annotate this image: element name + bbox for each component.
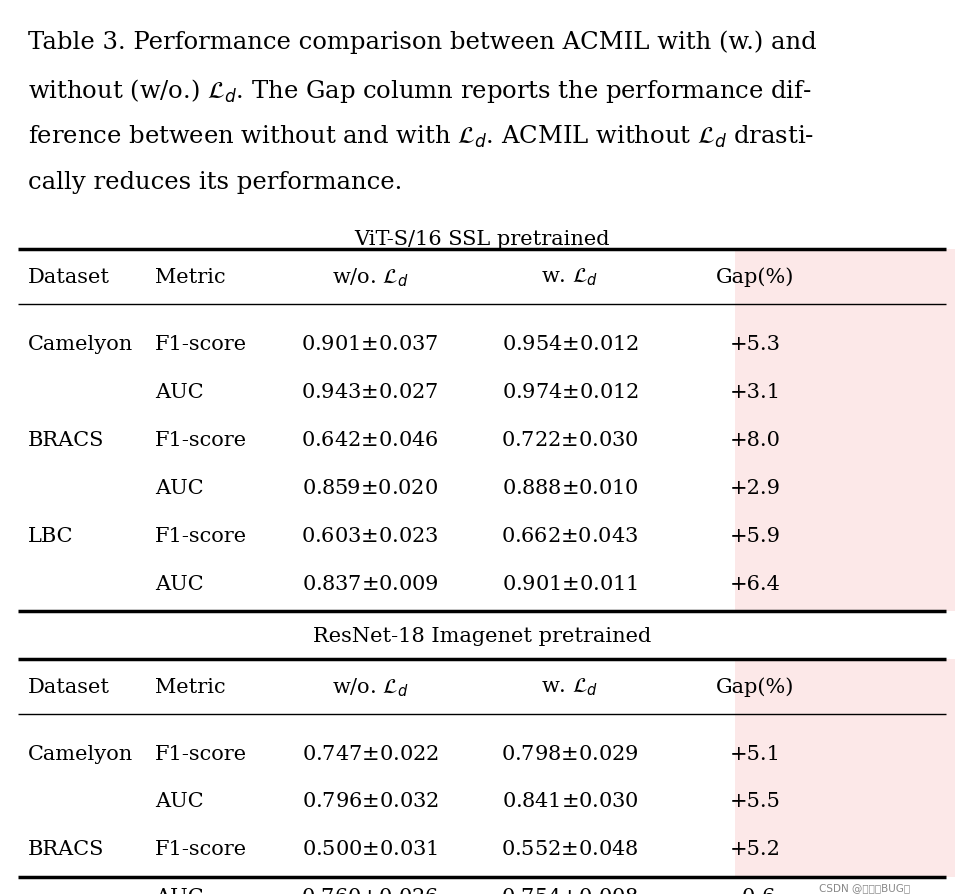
Text: F1-score: F1-score: [155, 744, 247, 763]
Text: AUC: AUC: [155, 574, 203, 593]
Text: +5.1: +5.1: [730, 744, 781, 763]
Text: 0.841$\pm$0.030: 0.841$\pm$0.030: [501, 791, 638, 811]
Bar: [735, 305, 955, 611]
Text: Metric: Metric: [155, 267, 226, 287]
Text: 0.901$\pm$0.037: 0.901$\pm$0.037: [302, 334, 439, 353]
Text: ResNet-18 Imagenet pretrained: ResNet-18 Imagenet pretrained: [313, 626, 651, 645]
Text: AUC: AUC: [155, 791, 203, 811]
Text: CSDN @还在写BUG呢: CSDN @还在写BUG呢: [818, 882, 910, 892]
Text: 0.798$\pm$0.029: 0.798$\pm$0.029: [501, 744, 638, 763]
Text: 0.859$\pm$0.020: 0.859$\pm$0.020: [302, 478, 438, 497]
Text: +5.3: +5.3: [730, 334, 781, 353]
Text: 0.888$\pm$0.010: 0.888$\pm$0.010: [501, 478, 638, 497]
Text: ference between without and with $\mathcal{L}_d$. ACMIL without $\mathcal{L}_d$ : ference between without and with $\mathc…: [28, 124, 815, 150]
Text: Camelyon: Camelyon: [28, 334, 133, 353]
Text: 0.662$\pm$0.043: 0.662$\pm$0.043: [501, 526, 638, 544]
Text: +8.0: +8.0: [730, 430, 781, 449]
Text: 0.500$\pm$0.031: 0.500$\pm$0.031: [302, 839, 438, 858]
Text: 0.974$\pm$0.012: 0.974$\pm$0.012: [501, 382, 638, 401]
Text: 0.754$\pm$0.008: 0.754$\pm$0.008: [501, 888, 639, 894]
Text: F1-score: F1-score: [155, 526, 247, 544]
Bar: [735, 714, 955, 877]
Text: AUC: AUC: [155, 382, 203, 401]
Text: +5.2: +5.2: [730, 839, 781, 858]
Text: 0.747$\pm$0.022: 0.747$\pm$0.022: [302, 744, 439, 763]
Text: 0.642$\pm$0.046: 0.642$\pm$0.046: [301, 430, 439, 449]
Bar: [735, 659, 955, 714]
Text: Gap(%): Gap(%): [716, 677, 794, 696]
Text: +2.9: +2.9: [730, 478, 781, 497]
Text: 0.943$\pm$0.027: 0.943$\pm$0.027: [302, 382, 439, 401]
Text: AUC: AUC: [155, 888, 203, 894]
Text: 0.603$\pm$0.023: 0.603$\pm$0.023: [301, 526, 439, 544]
Text: AUC: AUC: [155, 478, 203, 497]
Text: Camelyon: Camelyon: [28, 744, 133, 763]
Text: 0.760$\pm$0.026: 0.760$\pm$0.026: [301, 888, 439, 894]
Text: 0.837$\pm$0.009: 0.837$\pm$0.009: [302, 574, 439, 593]
Bar: [735, 249, 955, 305]
Text: 0.552$\pm$0.048: 0.552$\pm$0.048: [501, 839, 639, 858]
Text: cally reduces its performance.: cally reduces its performance.: [28, 171, 402, 194]
Text: ViT-S/16 SSL pretrained: ViT-S/16 SSL pretrained: [354, 230, 610, 249]
Text: w. $\mathcal{L}_d$: w. $\mathcal{L}_d$: [542, 266, 599, 288]
Text: Dataset: Dataset: [28, 267, 110, 287]
Text: Table 3. Performance comparison between ACMIL with (w.) and: Table 3. Performance comparison between …: [28, 30, 817, 54]
Text: +6.4: +6.4: [730, 574, 781, 593]
Text: BRACS: BRACS: [28, 839, 104, 858]
Text: F1-score: F1-score: [155, 839, 247, 858]
Text: 0.796$\pm$0.032: 0.796$\pm$0.032: [302, 791, 439, 811]
Text: F1-score: F1-score: [155, 430, 247, 449]
Text: w. $\mathcal{L}_d$: w. $\mathcal{L}_d$: [542, 676, 599, 697]
Text: Dataset: Dataset: [28, 678, 110, 696]
Text: w/o. $\mathcal{L}_d$: w/o. $\mathcal{L}_d$: [332, 266, 409, 289]
Text: +5.5: +5.5: [730, 791, 781, 811]
Text: without (w/o.) $\mathcal{L}_d$. The Gap column reports the performance dif-: without (w/o.) $\mathcal{L}_d$. The Gap …: [28, 77, 812, 105]
Text: +5.9: +5.9: [730, 526, 781, 544]
Text: Gap(%): Gap(%): [716, 267, 794, 287]
Text: BRACS: BRACS: [28, 430, 104, 449]
Text: 0.722$\pm$0.030: 0.722$\pm$0.030: [501, 430, 639, 449]
Text: F1-score: F1-score: [155, 334, 247, 353]
Text: 0.954$\pm$0.012: 0.954$\pm$0.012: [501, 334, 638, 353]
Text: LBC: LBC: [28, 526, 73, 544]
Text: +3.1: +3.1: [730, 382, 781, 401]
Text: 0.901$\pm$0.011: 0.901$\pm$0.011: [502, 574, 638, 593]
Text: w/o. $\mathcal{L}_d$: w/o. $\mathcal{L}_d$: [332, 676, 409, 698]
Text: Metric: Metric: [155, 678, 226, 696]
Text: -0.6: -0.6: [735, 888, 775, 894]
